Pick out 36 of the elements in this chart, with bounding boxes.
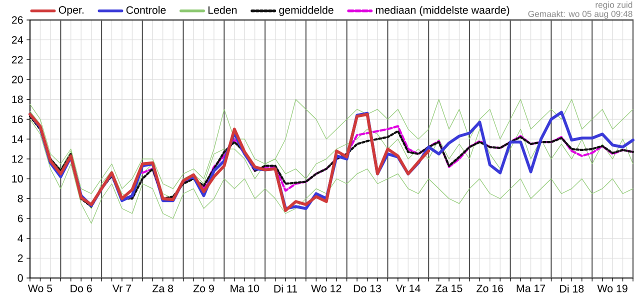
- y-tick-label: 2: [18, 254, 23, 262]
- legend-label: Leden: [208, 6, 237, 14]
- x-tick-label: Zo 16: [476, 284, 504, 292]
- y-tick-label: 18: [12, 96, 23, 104]
- legend-label: Controle: [126, 6, 166, 14]
- y-tick-label: 0: [18, 274, 23, 282]
- y-tick-label: 6: [18, 214, 23, 222]
- x-tick-label: Ma 10: [230, 284, 260, 292]
- y-tick-label: 24: [12, 36, 23, 44]
- x-tick-label: Wo 19: [597, 284, 628, 292]
- x-tick-label: Za 15: [436, 284, 462, 292]
- x-tick-label: Di 18: [560, 284, 584, 293]
- x-tick-label: Di 11: [274, 284, 298, 292]
- x-tick-label: Do 13: [354, 284, 382, 292]
- x-tick-label: Wo 12: [311, 284, 342, 292]
- x-tick-label: Wo 5: [28, 284, 52, 292]
- y-tick-label: 12: [12, 155, 23, 163]
- y-tick-label: 16: [12, 115, 23, 124]
- y-tick-label: 20: [12, 76, 23, 84]
- legend-label: gemiddelde: [279, 6, 334, 16]
- y-tick-label: 22: [12, 56, 23, 64]
- text: Gemaakt: wo 05 aug 09:48: [528, 10, 632, 19]
- legend-label: Oper.: [58, 6, 84, 16]
- legend-label: mediaan (middelste waarde): [376, 6, 510, 16]
- x-tick-label: Do 6: [70, 284, 92, 292]
- y-tick-label: 14: [12, 135, 23, 143]
- x-tick-label: Vr 14: [396, 284, 420, 292]
- x-tick-label: Ma 17: [516, 284, 546, 292]
- x-tick-label: Zo 9: [193, 284, 214, 292]
- x-tick-label: Vr 7: [112, 284, 132, 292]
- y-tick-label: 4: [18, 234, 23, 242]
- y-tick-label: 10: [12, 175, 23, 183]
- y-tick-label: 8: [18, 194, 23, 202]
- y-tick-label: 26: [12, 16, 23, 24]
- x-tick-label: Za 8: [152, 284, 174, 292]
- text: regio zuid: [596, 2, 632, 10]
